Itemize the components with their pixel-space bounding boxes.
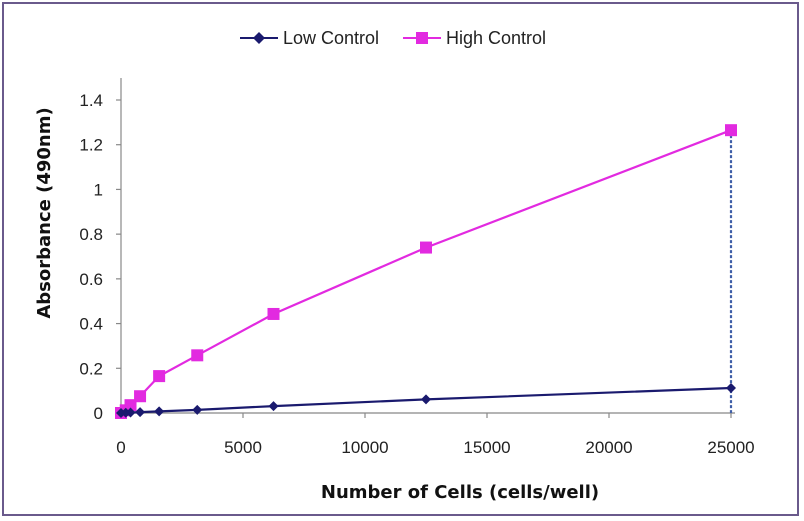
y-tick-label: 1.4 xyxy=(79,91,103,110)
x-tick-label: 20000 xyxy=(585,438,632,457)
y-axis-title: Absorbance (490nm) xyxy=(34,107,55,318)
legend-label-low-control: Low Control xyxy=(283,28,379,48)
x-axis-title: Number of Cells (cells/well) xyxy=(321,482,599,503)
y-tick-label: 0.2 xyxy=(79,359,103,378)
data-point-high-control xyxy=(191,349,204,362)
x-axis-ticks: 0 5000 10000 15000 20000 25000 xyxy=(116,413,755,457)
axes xyxy=(120,78,735,414)
x-tick-label: 0 xyxy=(116,438,125,457)
data-point-high-control xyxy=(267,307,280,320)
data-point-high-control xyxy=(153,370,166,383)
data-point-low-control xyxy=(192,404,203,415)
legend-item-high-control: High Control xyxy=(403,28,546,48)
y-axis-ticks: 0 0.2 0.4 0.6 0.8 1 1.2 1.4 xyxy=(79,91,121,423)
data-point-low-control xyxy=(421,394,431,405)
data-point-low-control xyxy=(154,406,165,417)
data-point-high-control xyxy=(134,390,147,403)
data-point-high-control xyxy=(124,399,137,412)
data-point-high-control xyxy=(725,124,737,137)
y-tick-label: 1.2 xyxy=(79,136,103,155)
series-high-control xyxy=(115,124,737,419)
x-tick-label: 25000 xyxy=(707,438,754,457)
y-tick-label: 0.6 xyxy=(79,270,103,289)
legend-label-high-control: High Control xyxy=(446,28,546,48)
legend-marker-high-control xyxy=(416,32,428,44)
legend: Low Control High Control xyxy=(240,28,546,48)
x-tick-label: 15000 xyxy=(463,438,510,457)
y-tick-label: 0.8 xyxy=(79,225,103,244)
data-point-low-control xyxy=(125,407,136,418)
x-tick-label: 5000 xyxy=(224,438,262,457)
y-tick-label: 0.4 xyxy=(79,315,103,334)
data-point-high-control xyxy=(420,241,432,254)
data-point-low-control xyxy=(268,401,279,412)
legend-item-low-control: Low Control xyxy=(240,28,379,48)
series-low-control xyxy=(116,382,736,418)
y-tick-label: 1 xyxy=(94,180,103,199)
data-point-low-control xyxy=(726,382,736,393)
legend-marker-low-control xyxy=(253,32,265,44)
series-layer xyxy=(115,124,737,419)
data-point-low-control xyxy=(135,407,146,418)
x-tick-label: 10000 xyxy=(341,438,388,457)
series-line-high-control xyxy=(120,129,732,414)
y-tick-label: 0 xyxy=(94,404,103,423)
